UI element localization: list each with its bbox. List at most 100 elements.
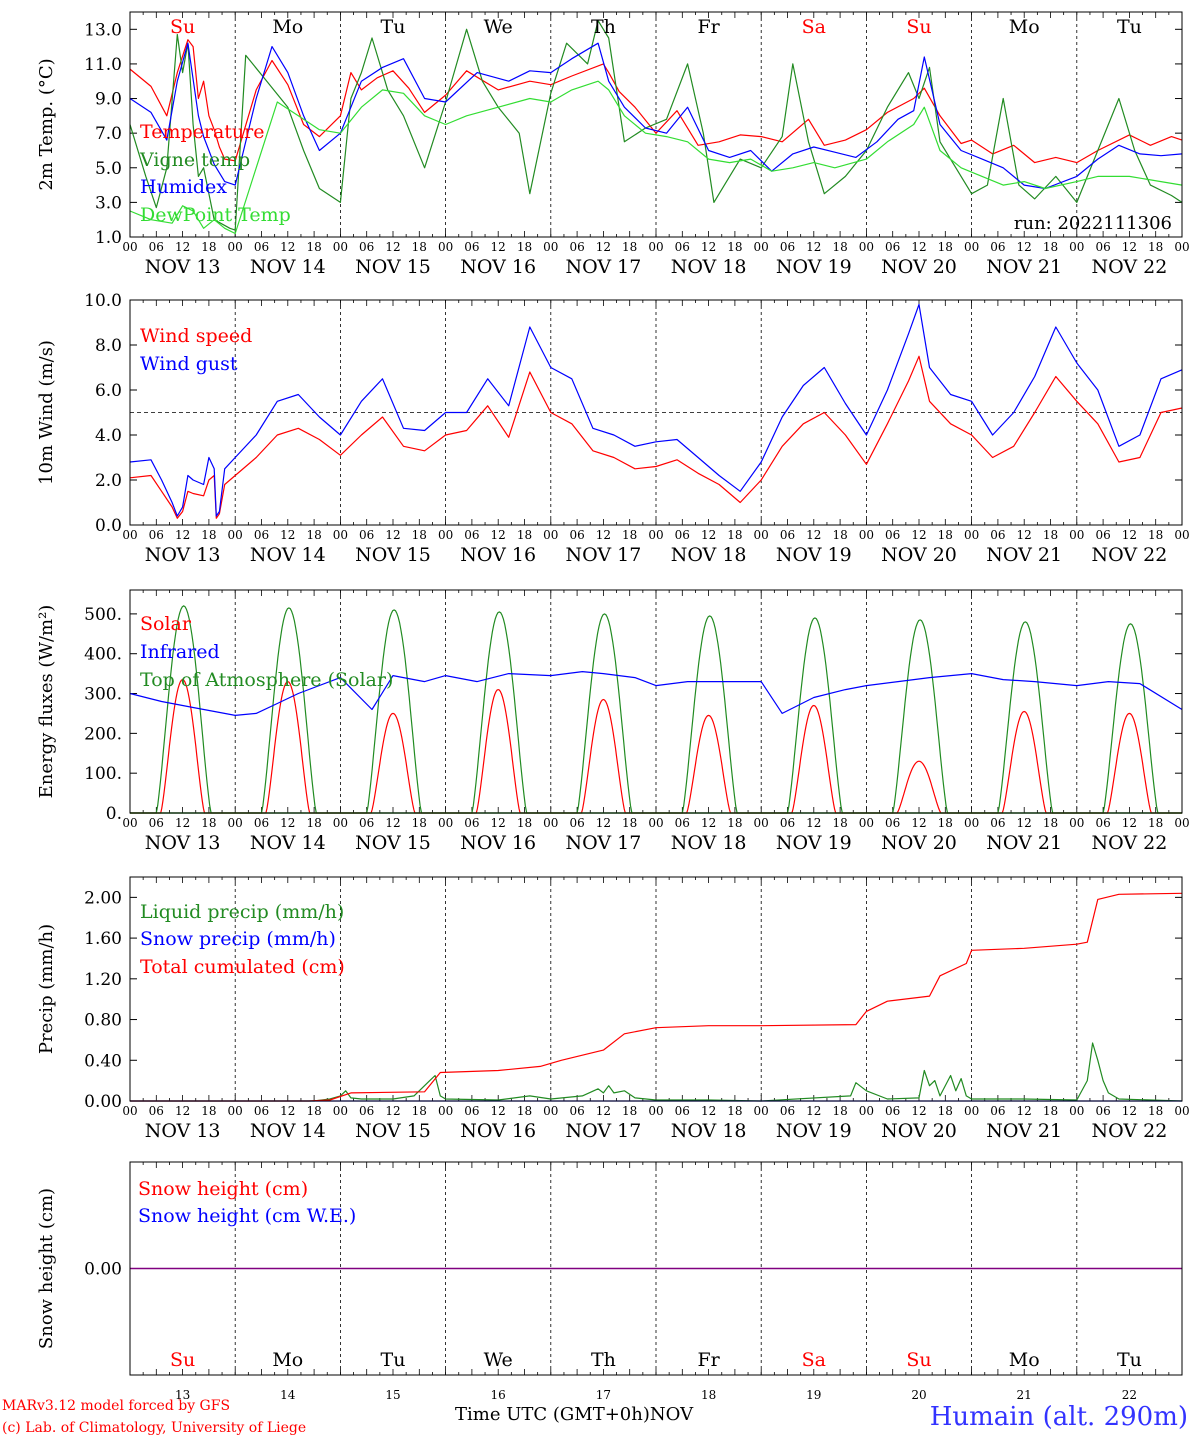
hour-tick-label: 12 xyxy=(385,816,400,830)
date-label: NOV 17 xyxy=(565,832,641,854)
hour-tick-label: 00 xyxy=(228,240,243,254)
hour-tick-label: 00 xyxy=(438,1104,453,1118)
y-tick-label: 0.40 xyxy=(84,1051,122,1071)
series-toa-solar xyxy=(130,605,1182,814)
hour-tick-label: 18 xyxy=(1043,816,1058,830)
hour-tick-label: 12 xyxy=(175,816,190,830)
legend-vigne-temp: Vigne temp xyxy=(139,149,250,171)
y-axis-label: Precip (mm/h) xyxy=(36,924,57,1054)
hour-tick-label: 12 xyxy=(280,240,295,254)
y-axis-label: Energy fluxes (W/m²) xyxy=(36,605,57,799)
date-label: NOV 14 xyxy=(250,544,326,566)
hour-tick-label: 18 xyxy=(832,528,847,542)
plot-frame xyxy=(129,1161,1183,1376)
y-tick-label: 3.0 xyxy=(95,193,122,213)
y-tick-label: 7.0 xyxy=(95,124,122,144)
panel-1: 1.0 3.0 5.0 7.0 9.0 11.0 13.0 2m Temp. (°C) Temp… xyxy=(36,11,1190,278)
hour-tick-label: 06 xyxy=(569,240,584,254)
hour-tick-label: 00 xyxy=(438,528,453,542)
hour-tick-label: 18 xyxy=(306,240,321,254)
panel-3: 0. 100. 200. 300. 400. 500. Energy fluxes (W/m… xyxy=(36,589,1190,854)
hour-tick-label: 00 xyxy=(333,528,348,542)
legend-infrared: Infrared xyxy=(140,641,220,663)
date-label: NOV 19 xyxy=(776,256,852,278)
weekday-bottom: Fr xyxy=(697,1349,720,1371)
hour-tick-label: 06 xyxy=(569,528,584,542)
y-tick-label: 500. xyxy=(84,605,122,625)
y-tick-label: 0.80 xyxy=(84,1011,122,1031)
hour-tick-label: 00 xyxy=(859,1104,874,1118)
date-label: NOV 13 xyxy=(145,1120,221,1142)
hour-tick-label: 18 xyxy=(1148,528,1163,542)
hour-tick-label: 00 xyxy=(122,1104,137,1118)
y-tick-label: 200. xyxy=(84,724,122,744)
bottom-day-number: 19 xyxy=(806,1388,821,1402)
date-label: NOV 14 xyxy=(250,832,326,854)
hour-tick-label: 18 xyxy=(622,816,637,830)
hour-tick-label: 00 xyxy=(1174,816,1189,830)
hour-tick-label: 00 xyxy=(964,240,979,254)
hour-tick-label: 00 xyxy=(438,240,453,254)
hour-tick-label: 12 xyxy=(1122,1104,1137,1118)
hour-tick-label: 00 xyxy=(964,1104,979,1118)
date-label: NOV 18 xyxy=(671,544,747,566)
hour-tick-label: 06 xyxy=(885,528,900,542)
hour-tick-label: 00 xyxy=(438,816,453,830)
weekday-bottom: Su xyxy=(170,1349,195,1371)
hour-tick-label: 12 xyxy=(911,1104,926,1118)
weekday-bottom: Mo xyxy=(1009,1349,1040,1371)
hour-tick-label: 18 xyxy=(1148,816,1163,830)
hour-tick-label: 06 xyxy=(885,816,900,830)
hour-tick-label: 12 xyxy=(175,1104,190,1118)
hour-tick-label: 18 xyxy=(306,816,321,830)
hour-tick-label: 06 xyxy=(254,1104,269,1118)
panel-4: 0.00 0.40 0.80 1.20 1.60 2.00 Precip (mm/h) Liq… xyxy=(36,876,1190,1142)
y-tick-label: 300. xyxy=(84,685,122,705)
panel-5: 0.00 Snow height (cm) Snow height (cm) Snow… xyxy=(36,1161,1183,1376)
date-label: NOV 19 xyxy=(776,832,852,854)
weekday-top: Th xyxy=(591,16,616,38)
weekday-bottom: Th xyxy=(591,1349,616,1371)
y-tick-label: 0.00 xyxy=(84,1260,122,1280)
hour-tick-label: 06 xyxy=(675,816,690,830)
hour-tick-label: 06 xyxy=(1095,528,1110,542)
hour-tick-label: 18 xyxy=(1148,1104,1163,1118)
weekday-bottom: Sa xyxy=(802,1349,826,1371)
hour-tick-label: 00 xyxy=(964,528,979,542)
hour-tick-label: 00 xyxy=(122,528,137,542)
hour-tick-label: 06 xyxy=(464,1104,479,1118)
hour-tick-label: 00 xyxy=(543,816,558,830)
hour-tick-label: 12 xyxy=(701,528,716,542)
hour-tick-label: 12 xyxy=(491,816,506,830)
hour-tick-label: 18 xyxy=(517,1104,532,1118)
hour-tick-label: 18 xyxy=(201,528,216,542)
date-label: NOV 22 xyxy=(1091,256,1167,278)
hour-tick-label: 06 xyxy=(885,240,900,254)
date-label: NOV 20 xyxy=(881,544,957,566)
hour-tick-label: 12 xyxy=(806,1104,821,1118)
hour-tick-label: 12 xyxy=(280,816,295,830)
hour-tick-label: 00 xyxy=(1069,240,1084,254)
hour-tick-label: 00 xyxy=(122,240,137,254)
hour-tick-label: 12 xyxy=(596,240,611,254)
weekday-top: Mo xyxy=(1009,16,1040,38)
hour-tick-label: 06 xyxy=(780,816,795,830)
hour-tick-label: 12 xyxy=(385,528,400,542)
hour-tick-label: 12 xyxy=(175,528,190,542)
date-label: NOV 21 xyxy=(986,256,1062,278)
hour-tick-label: 12 xyxy=(596,816,611,830)
hour-tick-label: 12 xyxy=(280,1104,295,1118)
hour-tick-label: 12 xyxy=(701,240,716,254)
hour-tick-label: 12 xyxy=(1017,816,1032,830)
y-tick-label: 1.20 xyxy=(84,970,122,990)
hour-tick-label: 06 xyxy=(464,528,479,542)
legend-total-cumulated-cm-: Total cumulated (cm) xyxy=(140,956,345,978)
hour-tick-label: 18 xyxy=(622,240,637,254)
date-label: NOV 16 xyxy=(460,256,536,278)
hour-tick-label: 00 xyxy=(333,816,348,830)
hour-tick-label: 00 xyxy=(754,240,769,254)
date-label: NOV 16 xyxy=(460,544,536,566)
hour-tick-label: 00 xyxy=(228,816,243,830)
bottom-day-number: 13 xyxy=(175,1388,190,1402)
